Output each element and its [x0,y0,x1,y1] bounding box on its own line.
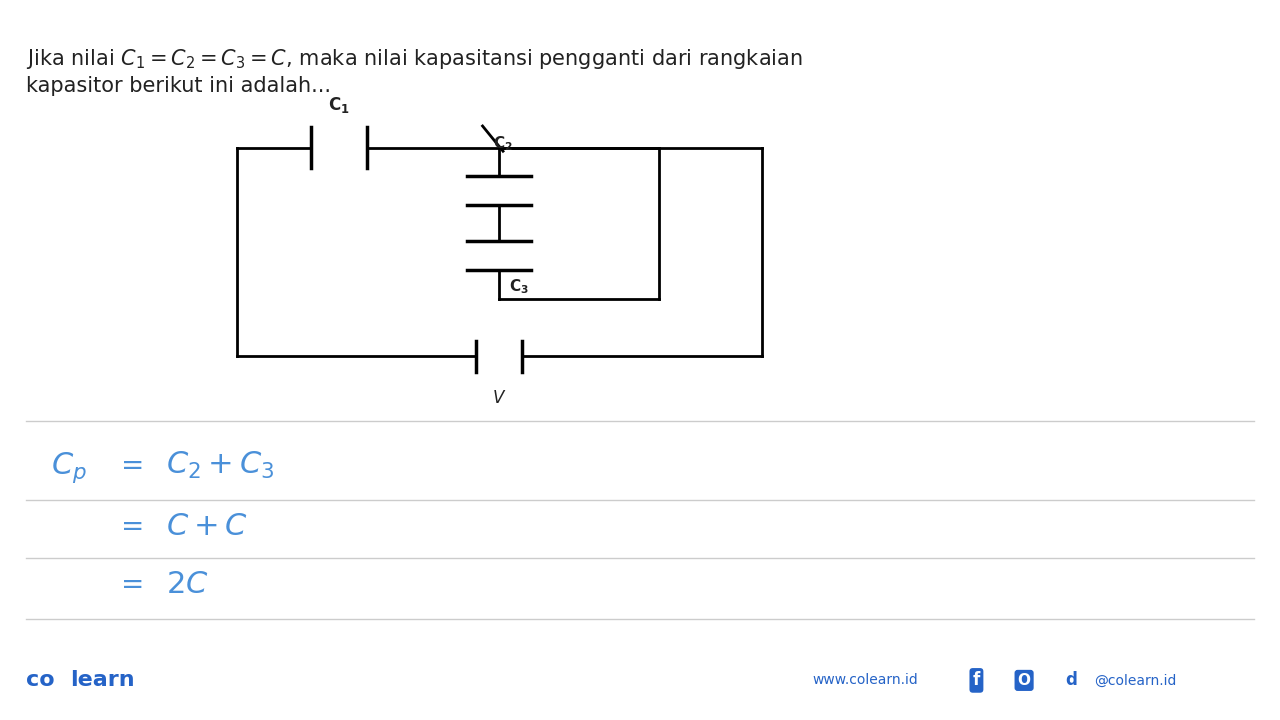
Text: $\mathbf{C_2}$: $\mathbf{C_2}$ [493,135,513,153]
Text: www.colearn.id: www.colearn.id [813,673,919,688]
Text: f: f [973,671,980,690]
Text: @colearn.id: @colearn.id [1094,673,1176,688]
Text: $=$: $=$ [115,569,143,597]
Text: Jika nilai $C_1 = C_2 = C_3 = C$, maka nilai kapasitansi pengganti dari rangkaia: Jika nilai $C_1 = C_2 = C_3 = C$, maka n… [26,47,803,71]
Text: d: d [1065,671,1076,690]
Text: $V$: $V$ [492,389,507,407]
Text: $\mathbf{C_1}$: $\mathbf{C_1}$ [329,95,349,115]
Text: O: O [1018,673,1030,688]
Text: kapasitor berikut ini adalah...: kapasitor berikut ini adalah... [26,76,330,96]
Text: $C + C$: $C + C$ [166,511,248,542]
Text: $2C$: $2C$ [166,569,209,600]
Text: co: co [26,670,54,690]
Text: $C_2 + C_3$: $C_2 + C_3$ [166,450,275,481]
Text: $C_p$: $C_p$ [51,450,87,485]
Text: $\mathbf{C_3}$: $\mathbf{C_3}$ [509,277,530,296]
Text: $=$: $=$ [115,450,143,478]
Text: $=$: $=$ [115,511,143,539]
Text: learn: learn [70,670,134,690]
